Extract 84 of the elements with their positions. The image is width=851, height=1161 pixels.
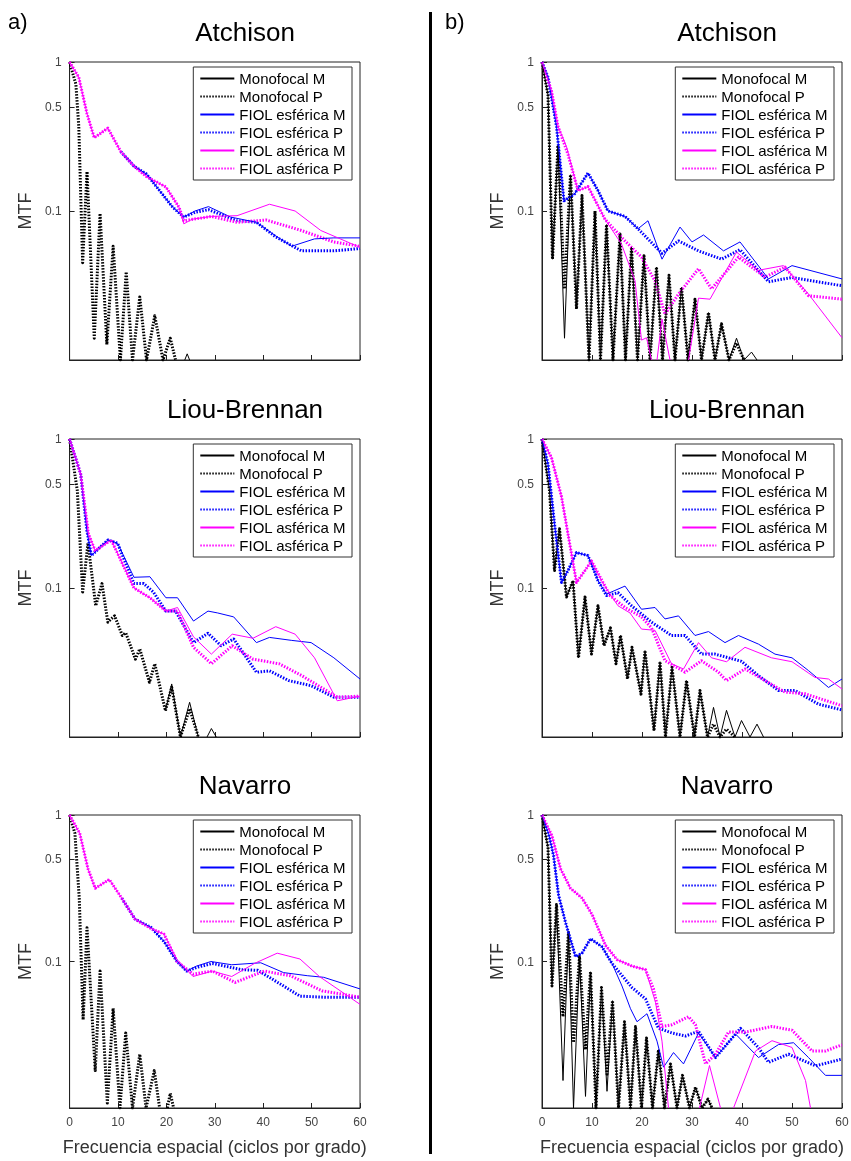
legend-label: FIOL asférica P <box>721 537 825 554</box>
legend-label: Monofocal M <box>721 70 808 87</box>
legend-label: Monofocal P <box>721 88 805 105</box>
y-tick-label: 0.1 <box>44 954 62 969</box>
chart-title: Atchison <box>195 17 295 47</box>
legend-label: FIOL esférica P <box>721 124 825 141</box>
y-tick-label: 1 <box>527 432 535 446</box>
legend-label: Monofocal P <box>721 841 805 858</box>
x-tick-label: 30 <box>685 1115 699 1129</box>
x-tick-label: 20 <box>159 1115 174 1129</box>
x-tick-label: 60 <box>835 1115 849 1129</box>
legend-label: FIOL esférica P <box>239 501 343 518</box>
legend-label: Monofocal M <box>239 823 326 840</box>
legend-label: FIOL asférica P <box>239 160 343 177</box>
legend-label: FIOL asférica M <box>239 519 346 536</box>
legend-label: FIOL esférica M <box>239 106 346 123</box>
y-tick-label: 1 <box>54 432 62 446</box>
y-axis-title: MTF <box>487 943 508 980</box>
legend-label: Monofocal M <box>239 70 326 87</box>
legend-label: FIOL esférica M <box>239 483 346 500</box>
chart-title: Liou-Brennan <box>166 394 324 424</box>
x-tick-label: 0 <box>66 1115 74 1129</box>
legend-label: FIOL esférica P <box>239 124 343 141</box>
legend-label: FIOL asférica M <box>721 519 828 536</box>
y-tick-label: 0.5 <box>44 476 62 491</box>
chart-title: Atchison <box>677 17 777 47</box>
legend-label: FIOL asférica P <box>239 537 343 554</box>
y-tick-label: 0.5 <box>44 99 62 114</box>
legend-label: FIOL asférica M <box>239 142 346 159</box>
y-axis-title: MTF <box>487 192 508 230</box>
y-axis-title: MTF <box>15 192 35 230</box>
legend-label: FIOL esférica P <box>239 877 343 894</box>
x-axis-title: Frecuencia espacial (ciclos por grado) <box>539 1137 845 1157</box>
x-tick-label: 30 <box>208 1115 222 1129</box>
y-tick-label: 0.1 <box>44 204 62 218</box>
y-tick-label: 0.5 <box>44 852 62 867</box>
legend-label: FIOL esférica M <box>239 859 346 876</box>
legend-label: FIOL esférica M <box>721 483 828 500</box>
y-tick-label: 0.5 <box>517 476 535 491</box>
text: a) <box>8 8 28 34</box>
y-tick-label: 1 <box>527 808 535 822</box>
text: b) <box>445 8 465 34</box>
chart-title: Liou-Brennan <box>648 394 806 424</box>
legend-label: Monofocal P <box>239 841 323 858</box>
legend-label: Monofocal P <box>239 465 323 482</box>
legend-label: FIOL esférica M <box>721 106 828 123</box>
legend-label: FIOL esférica P <box>721 877 825 894</box>
legend-label: Monofocal P <box>239 88 323 105</box>
chart-title: Navarro <box>198 770 292 800</box>
y-tick-label: 0.1 <box>517 954 535 969</box>
legend-label: FIOL asférica P <box>721 160 825 177</box>
chart-title: Navarro <box>680 770 774 800</box>
x-axis-title: Frecuencia espacial (ciclos por grado) <box>62 1137 367 1157</box>
x-tick-label: 20 <box>635 1115 649 1129</box>
legend-label: FIOL asférica P <box>721 913 825 930</box>
y-tick-label: 0.1 <box>517 581 535 595</box>
x-tick-label: 50 <box>785 1115 799 1129</box>
y-tick-label: 0.5 <box>517 99 535 114</box>
legend-label: Monofocal M <box>721 823 808 840</box>
y-tick-label: 1 <box>54 808 62 822</box>
legend-label: FIOL asférica M <box>239 895 346 912</box>
y-tick-label: 0.5 <box>517 852 535 867</box>
legend-label: FIOL asférica M <box>721 142 828 159</box>
legend-label: FIOL esférica M <box>721 859 828 876</box>
x-tick-label: 40 <box>256 1115 271 1129</box>
y-tick-label: 1 <box>527 55 535 69</box>
legend-label: Monofocal P <box>721 465 805 482</box>
y-tick-label: 1 <box>54 55 62 69</box>
legend-label: Monofocal M <box>239 447 326 464</box>
x-tick-label: 10 <box>585 1115 599 1129</box>
y-axis-title: MTF <box>487 569 508 607</box>
x-tick-label: 60 <box>353 1115 367 1129</box>
x-tick-label: 0 <box>538 1115 546 1129</box>
legend-label: FIOL asférica M <box>721 895 828 912</box>
x-tick-label: 40 <box>735 1115 749 1129</box>
y-axis-title: MTF <box>15 943 35 980</box>
legend-label: Monofocal M <box>721 447 808 464</box>
x-tick-label: 50 <box>304 1115 319 1129</box>
x-tick-label: 10 <box>111 1115 125 1129</box>
y-tick-label: 0.1 <box>517 204 535 218</box>
legend-label: FIOL asférica P <box>239 913 343 930</box>
y-axis-title: MTF <box>15 569 35 607</box>
y-tick-label: 0.1 <box>44 581 62 595</box>
legend-label: FIOL esférica P <box>721 501 825 518</box>
